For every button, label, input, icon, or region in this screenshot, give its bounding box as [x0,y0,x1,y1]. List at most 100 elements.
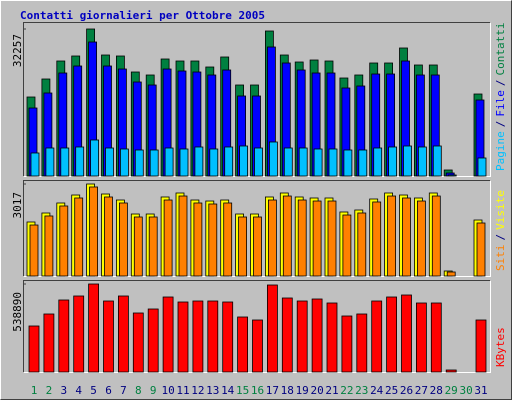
bar [118,295,129,373]
legend-separator: / [494,80,507,87]
x-tick-label: 31 [474,384,487,397]
bar [237,316,249,373]
x-tick-label: 22 [340,384,353,397]
x-tick-label: 12 [191,384,204,397]
bar [477,157,487,177]
bar [73,295,85,373]
x-tick-label: 16 [251,384,264,397]
bar [401,294,412,373]
legend-entry: Pagine [494,131,507,171]
x-tick-label: 10 [161,384,174,397]
bar [281,297,293,373]
bar [311,298,323,373]
bar [134,149,144,177]
x-tick-label: 20 [310,384,323,397]
bar [415,302,427,373]
bar [283,147,293,177]
bar [341,315,353,373]
bar [162,296,174,373]
x-tick-label: 29 [445,384,458,397]
bar [371,300,383,373]
legend-entry: Contatti [494,23,507,76]
legend-separator: / [494,121,507,128]
bar [45,147,55,177]
bar [268,141,278,177]
bar [388,146,398,177]
bar [326,302,338,373]
x-tick-label: 9 [150,384,157,397]
bar [357,212,367,277]
bar [387,195,397,277]
x-tick-label: 5 [90,384,97,397]
bar [28,325,40,373]
bar [403,145,412,177]
bar [267,199,277,277]
legend: Pagine / File / Contatti [494,23,507,171]
x-tick-label: 3 [60,384,67,397]
bar [88,283,99,373]
bar [416,200,426,277]
x-tick-label: 27 [415,384,428,397]
bar [342,214,352,277]
bar [90,139,99,177]
y-tick-label: 538890 [11,292,24,332]
bar [358,149,368,177]
bar [252,319,263,373]
bar [327,200,337,277]
legend-entry: KBytes [494,327,507,367]
x-tick-label: 6 [105,384,112,397]
x-tick-label: 23 [355,384,368,397]
panel-border-dark [23,280,491,373]
bar [178,195,188,277]
x-tick-label: 18 [281,384,294,397]
bar [313,148,323,177]
bar [430,302,442,373]
bar [208,203,218,277]
legend-separator: / [494,234,507,241]
bar [372,201,382,277]
bar [74,197,84,277]
bar [58,299,70,373]
bar [104,196,113,277]
bar [432,145,442,177]
y-tick-label: 3017 [11,192,24,219]
legend: KBytes [494,327,507,367]
x-tick-label: 30 [459,384,472,397]
bar [194,146,204,177]
bar [163,199,173,277]
bar [132,312,144,373]
panel-border-dark [23,22,491,177]
x-tick-label: 25 [385,384,398,397]
x-tick-label: 1 [31,384,38,397]
x-tick-label: 15 [236,384,249,397]
bar [296,300,308,373]
bar [44,215,54,277]
bar [402,197,411,277]
x-tick-label: 17 [266,384,279,397]
bar [238,216,248,277]
bar [254,147,263,177]
bar [223,202,233,277]
legend: Siti / Visite [494,190,507,271]
bar [297,199,307,277]
bar [89,186,98,277]
bar [30,152,40,177]
bar [475,319,487,373]
bar [266,284,278,373]
bar [29,224,39,277]
bar [179,148,189,177]
bar [192,300,204,373]
bar [445,369,457,373]
panel-border-light [23,22,491,177]
x-tick-label: 21 [325,384,338,397]
bar [147,308,159,373]
x-tick-label: 2 [46,384,53,397]
bar [447,174,457,177]
bar [386,296,398,373]
bar [417,146,427,177]
bar [103,300,114,373]
legend-entry: File [494,90,507,117]
